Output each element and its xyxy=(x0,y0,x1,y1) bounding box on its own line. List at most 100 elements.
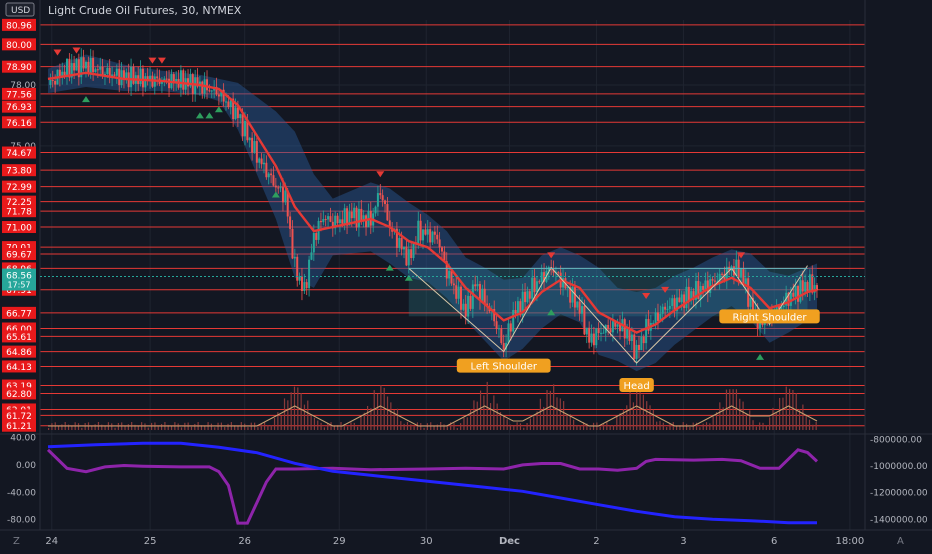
candle-body xyxy=(654,312,657,323)
volume-bar xyxy=(563,401,565,430)
candle-body xyxy=(808,274,811,293)
pattern-label-right-shoulder: Right Shoulder xyxy=(719,309,820,324)
volume-bar xyxy=(679,425,681,430)
candle-body xyxy=(576,301,579,308)
candle-body xyxy=(464,303,467,317)
volume-bar xyxy=(267,425,269,430)
candle-body xyxy=(735,259,738,276)
volume-bar xyxy=(609,425,611,430)
volume-bar xyxy=(513,425,515,430)
x-tick-label: 29 xyxy=(333,536,346,547)
candle-body xyxy=(450,270,453,284)
level-price-label[interactable]: 74.67 xyxy=(2,146,36,160)
volume-bar xyxy=(147,427,149,430)
level-labels[interactable]: 80.96 80.00 78.90 77.56 76.93 76.16 74.67 73.80… xyxy=(2,18,865,433)
candle-body xyxy=(229,98,232,108)
auto-scale-icon[interactable]: A xyxy=(897,536,904,547)
sell-signal-icon xyxy=(376,171,385,178)
level-price-label[interactable]: 72.99 xyxy=(2,180,36,194)
level-price-label[interactable]: 71.78 xyxy=(2,205,36,218)
candle-body xyxy=(514,309,517,314)
candle-body xyxy=(215,86,218,95)
candle-body xyxy=(388,220,391,229)
candle-body xyxy=(108,67,111,78)
volume-bar xyxy=(556,397,558,430)
volume-bar xyxy=(489,403,492,430)
candle-body xyxy=(82,57,85,69)
volume-bar xyxy=(672,422,674,430)
candle-body xyxy=(671,298,674,307)
candle-body xyxy=(279,187,282,189)
volume-bar xyxy=(386,396,389,430)
level-price-label[interactable]: 73.80 xyxy=(2,164,36,177)
level-label-bg xyxy=(2,387,36,400)
level-price-label[interactable]: 66.77 xyxy=(2,306,36,320)
level-price-label[interactable]: 76.93 xyxy=(2,100,36,114)
candle-body xyxy=(253,141,256,153)
tv-logo-icon: Z xyxy=(13,536,20,547)
level-price-label[interactable]: 64.86 xyxy=(2,345,36,359)
buy-signal-icon xyxy=(81,96,90,103)
level-price-label[interactable]: 80.96 xyxy=(2,18,36,32)
volume-bar xyxy=(194,423,196,430)
level-label-text: 74.67 xyxy=(6,149,32,159)
candle-body xyxy=(680,294,683,303)
level-price-label[interactable]: 69.67 xyxy=(2,248,36,261)
candle-body xyxy=(248,137,251,141)
volume-bar xyxy=(812,424,814,430)
candle-body xyxy=(265,162,268,178)
volume-bar xyxy=(656,421,658,430)
level-price-label[interactable]: 71.00 xyxy=(2,221,36,234)
level-price-label[interactable]: 72.25 xyxy=(2,195,36,209)
currency-badge[interactable] xyxy=(5,2,35,17)
level-price-label[interactable]: 64.13 xyxy=(2,360,36,373)
level-price-label[interactable]: 76.16 xyxy=(2,116,36,129)
candle-body xyxy=(208,90,211,92)
candle-body xyxy=(54,80,57,85)
level-label-text: 80.00 xyxy=(6,41,32,51)
volume-bar xyxy=(247,427,249,430)
candle-body xyxy=(502,343,505,350)
candle-body xyxy=(600,332,603,334)
pattern-label-bg xyxy=(719,309,820,324)
volume-bar xyxy=(523,427,525,430)
level-label-bg xyxy=(2,164,36,177)
volume-bar xyxy=(393,409,395,430)
level-price-label[interactable]: 65.61 xyxy=(2,330,36,343)
candle-body xyxy=(592,333,595,346)
candle-body xyxy=(797,285,800,302)
volume-bar xyxy=(420,423,422,430)
candle-body xyxy=(386,204,389,221)
level-price-label[interactable]: 77.56 xyxy=(2,87,36,101)
volume-bar xyxy=(270,425,272,430)
level-label-text: 72.25 xyxy=(6,198,32,208)
volume-bar xyxy=(343,424,345,430)
candle-body xyxy=(457,286,460,299)
volume-bar xyxy=(101,424,103,430)
candle-body xyxy=(661,306,664,314)
volume-bar xyxy=(104,425,106,430)
candle-body xyxy=(227,101,230,108)
candle-body xyxy=(132,66,135,84)
candle-body xyxy=(557,272,560,274)
candle-body xyxy=(443,251,446,262)
level-price-label[interactable]: 61.21 xyxy=(2,419,36,433)
level-price-label[interactable]: 78.90 xyxy=(2,60,36,74)
candle-body xyxy=(794,285,797,297)
level-price-label[interactable]: 62.80 xyxy=(2,387,36,400)
level-price-label[interactable]: 61.72 xyxy=(2,409,36,422)
level-label-bg xyxy=(2,116,36,129)
candle-body xyxy=(343,208,346,224)
volume-bar xyxy=(732,389,734,430)
volume-bar xyxy=(546,390,548,430)
buy-signal-icon xyxy=(271,191,280,198)
level-price-label[interactable]: 80.00 xyxy=(2,38,36,51)
candle-body xyxy=(562,278,565,288)
candle-body xyxy=(312,233,315,253)
candle-body xyxy=(801,280,804,292)
candle-body xyxy=(429,229,432,243)
candle-body xyxy=(353,207,356,219)
